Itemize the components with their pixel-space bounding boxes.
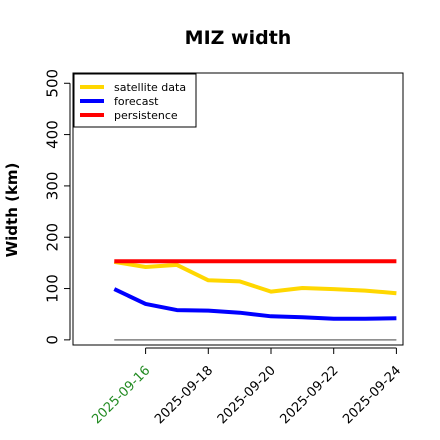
- chart-title: MIZ width: [185, 27, 292, 49]
- y-tick-label: 300: [43, 172, 61, 201]
- y-tick-label: 400: [43, 120, 61, 149]
- legend-label: forecast: [114, 95, 159, 108]
- x-tick-label: 2025-09-24: [340, 363, 404, 427]
- x-tick-label: 2025-09-18: [152, 363, 216, 427]
- x-axis: 2025-09-162025-09-182025-09-202025-09-22…: [89, 347, 404, 427]
- y-axis-label: Width (km): [3, 163, 21, 258]
- y-tick-label: 500: [43, 69, 61, 98]
- legend-label: satellite data: [114, 81, 186, 94]
- series-line-satellite-data: [113, 259, 397, 296]
- y-tick-label: 200: [43, 223, 61, 252]
- x-tick-label: 2025-09-20: [215, 363, 279, 427]
- legend-label: persistence: [114, 109, 178, 122]
- series-line-forecast: [113, 287, 397, 321]
- plot-frame: [72, 72, 404, 346]
- y-axis: 0 100 200 300 400 500: [43, 69, 71, 345]
- series-layer: [113, 259, 397, 321]
- x-tick-label: 2025-09-22: [277, 363, 341, 427]
- x-tick-label: 2025-09-16: [89, 363, 153, 427]
- y-tick-label: 100: [43, 274, 61, 303]
- y-tick-label: 0: [43, 335, 61, 345]
